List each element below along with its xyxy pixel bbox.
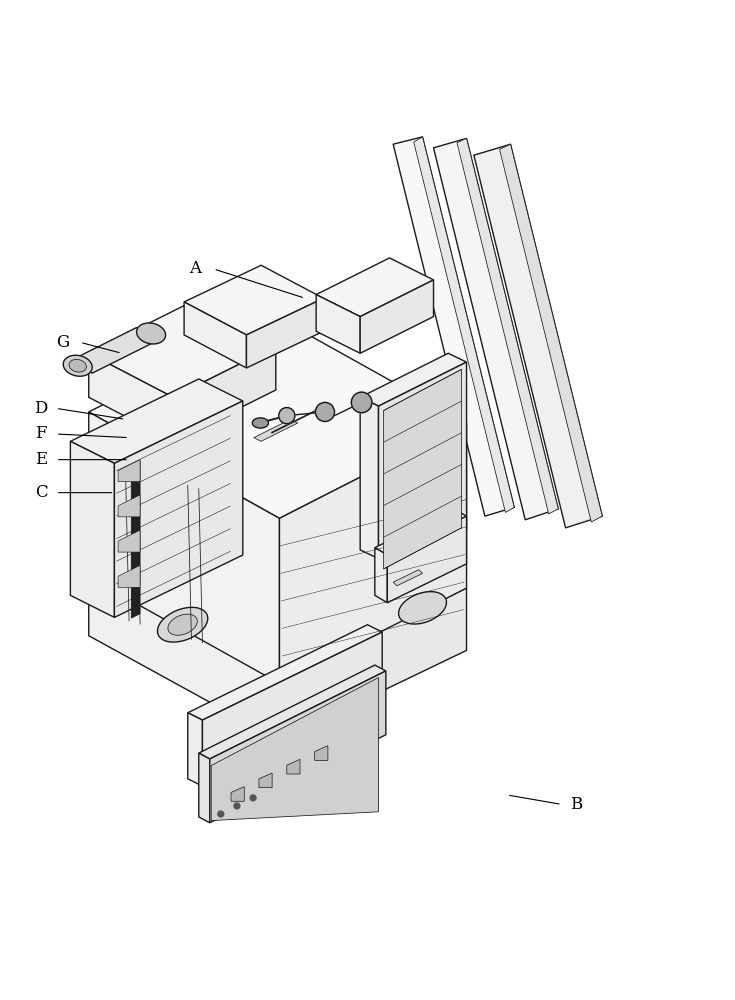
Polygon shape xyxy=(89,412,279,683)
Polygon shape xyxy=(360,397,379,559)
Polygon shape xyxy=(89,485,467,680)
Polygon shape xyxy=(457,138,559,514)
Circle shape xyxy=(315,402,334,422)
Circle shape xyxy=(234,803,240,809)
Circle shape xyxy=(279,408,295,424)
Polygon shape xyxy=(184,302,246,368)
Polygon shape xyxy=(187,713,202,786)
Polygon shape xyxy=(89,302,276,397)
Text: G: G xyxy=(57,334,70,351)
Polygon shape xyxy=(500,144,602,522)
Polygon shape xyxy=(414,137,514,512)
Ellipse shape xyxy=(157,607,208,642)
Polygon shape xyxy=(115,401,243,617)
Polygon shape xyxy=(474,144,602,528)
Polygon shape xyxy=(360,280,434,353)
Polygon shape xyxy=(118,495,140,517)
Polygon shape xyxy=(276,588,467,742)
Polygon shape xyxy=(375,509,467,555)
Polygon shape xyxy=(211,678,379,821)
Polygon shape xyxy=(375,548,387,603)
Ellipse shape xyxy=(69,359,87,372)
Polygon shape xyxy=(184,265,323,335)
Ellipse shape xyxy=(168,614,198,635)
Polygon shape xyxy=(198,753,209,823)
Circle shape xyxy=(351,392,372,413)
Polygon shape xyxy=(316,258,434,317)
Polygon shape xyxy=(71,441,115,617)
Polygon shape xyxy=(384,369,462,569)
Polygon shape xyxy=(132,460,140,618)
Ellipse shape xyxy=(137,323,165,344)
Polygon shape xyxy=(316,295,360,353)
Polygon shape xyxy=(71,328,159,373)
Polygon shape xyxy=(393,570,423,586)
Ellipse shape xyxy=(63,355,92,376)
Polygon shape xyxy=(89,317,467,518)
Text: F: F xyxy=(35,425,47,442)
Ellipse shape xyxy=(398,592,446,624)
Polygon shape xyxy=(89,577,276,738)
Text: E: E xyxy=(35,451,47,468)
Circle shape xyxy=(218,811,223,817)
Polygon shape xyxy=(259,773,272,788)
Polygon shape xyxy=(231,787,244,801)
Polygon shape xyxy=(246,298,323,368)
Polygon shape xyxy=(379,362,467,573)
Polygon shape xyxy=(434,138,559,520)
Polygon shape xyxy=(173,346,276,441)
Polygon shape xyxy=(209,671,386,823)
Polygon shape xyxy=(202,632,382,786)
Polygon shape xyxy=(279,423,467,683)
Text: C: C xyxy=(35,484,47,501)
Polygon shape xyxy=(393,137,514,516)
Circle shape xyxy=(250,795,256,801)
Polygon shape xyxy=(89,353,173,441)
Polygon shape xyxy=(118,565,140,587)
Text: B: B xyxy=(570,796,583,813)
Polygon shape xyxy=(118,460,140,482)
Polygon shape xyxy=(71,379,243,463)
Polygon shape xyxy=(187,625,382,720)
Polygon shape xyxy=(198,665,386,759)
Ellipse shape xyxy=(252,418,268,428)
Polygon shape xyxy=(287,759,300,774)
Text: A: A xyxy=(189,260,201,277)
Polygon shape xyxy=(360,353,467,406)
Polygon shape xyxy=(315,746,328,760)
Polygon shape xyxy=(118,530,140,552)
Text: D: D xyxy=(35,400,48,417)
Polygon shape xyxy=(254,419,298,441)
Polygon shape xyxy=(387,516,467,603)
